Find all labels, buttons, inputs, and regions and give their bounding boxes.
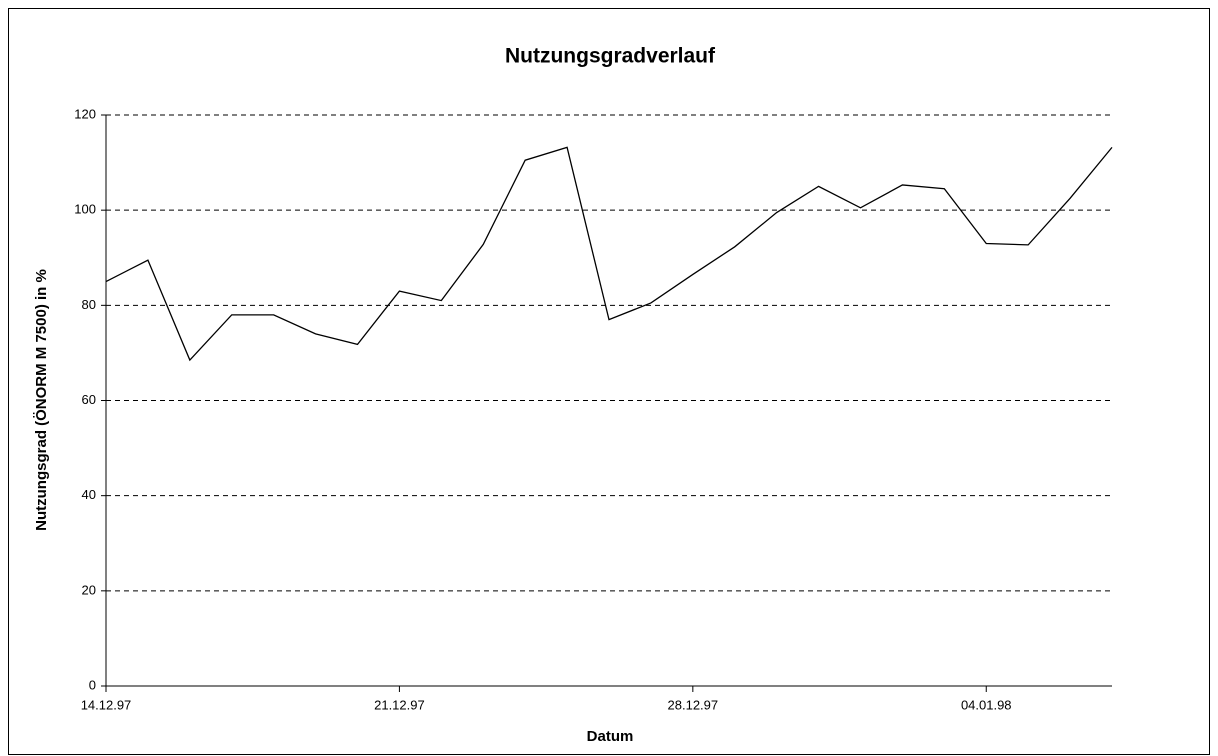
x-axis-label: Datum [587,728,634,745]
x-tick-label: 28.12.97 [668,697,719,712]
y-tick-label: 100 [74,202,96,217]
x-tick-label: 04.01.98 [961,697,1012,712]
y-tick-label: 60 [82,392,96,407]
x-tick-label: 14.12.97 [81,697,132,712]
y-tick-label: 0 [89,677,96,692]
y-tick-label: 120 [74,106,96,121]
chart-frame [8,8,1210,755]
y-axis-label: Nutzungsgrad (ÖNORM M 7500) in % [33,269,50,531]
y-tick-label: 20 [82,582,96,597]
data-line [105,146,1113,362]
y-tick-label: 80 [82,297,96,312]
chart-title: Nutzungsgradverlauf [505,45,716,68]
x-tick-label: 21.12.97 [374,697,425,712]
y-tick-label: 40 [82,487,96,502]
